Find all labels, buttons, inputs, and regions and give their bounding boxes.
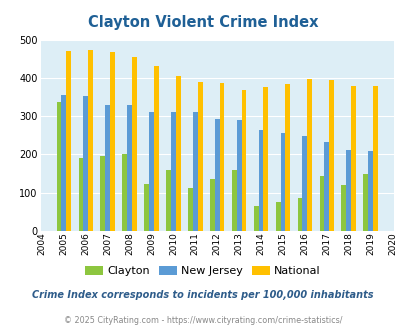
Bar xyxy=(149,112,153,231)
Bar xyxy=(341,185,345,231)
Bar xyxy=(367,151,372,231)
Bar xyxy=(324,142,328,231)
Bar xyxy=(350,85,355,231)
Bar xyxy=(307,79,311,231)
Bar xyxy=(153,66,158,231)
Bar xyxy=(214,119,219,231)
Bar xyxy=(166,170,171,231)
Bar xyxy=(110,52,115,231)
Bar xyxy=(372,86,377,231)
Bar xyxy=(127,105,132,231)
Bar xyxy=(275,202,280,231)
Bar xyxy=(328,80,333,231)
Bar xyxy=(132,57,136,231)
Bar xyxy=(100,156,105,231)
Bar xyxy=(88,50,93,231)
Bar xyxy=(297,198,302,231)
Bar xyxy=(197,82,202,231)
Bar xyxy=(122,154,127,231)
Bar xyxy=(280,133,285,231)
Bar xyxy=(144,184,149,231)
Bar xyxy=(192,112,197,231)
Bar xyxy=(57,102,61,231)
Bar xyxy=(175,76,180,231)
Legend: Clayton, New Jersey, National: Clayton, New Jersey, National xyxy=(81,261,324,280)
Bar xyxy=(263,87,268,231)
Bar xyxy=(241,90,246,231)
Bar xyxy=(83,96,88,231)
Text: © 2025 CityRating.com - https://www.cityrating.com/crime-statistics/: © 2025 CityRating.com - https://www.city… xyxy=(64,316,341,325)
Bar xyxy=(61,95,66,231)
Text: Crime Index corresponds to incidents per 100,000 inhabitants: Crime Index corresponds to incidents per… xyxy=(32,290,373,300)
Bar xyxy=(258,130,263,231)
Bar xyxy=(188,188,192,231)
Bar xyxy=(253,206,258,231)
Bar xyxy=(78,158,83,231)
Text: Clayton Violent Crime Index: Clayton Violent Crime Index xyxy=(87,15,318,30)
Bar xyxy=(171,112,175,231)
Bar xyxy=(231,170,236,231)
Bar xyxy=(362,174,367,231)
Bar xyxy=(285,84,290,231)
Bar xyxy=(105,105,110,231)
Bar xyxy=(219,83,224,231)
Bar xyxy=(319,176,324,231)
Bar xyxy=(66,51,71,231)
Bar xyxy=(302,136,307,231)
Bar xyxy=(236,120,241,231)
Bar xyxy=(345,150,350,231)
Bar xyxy=(209,179,214,231)
